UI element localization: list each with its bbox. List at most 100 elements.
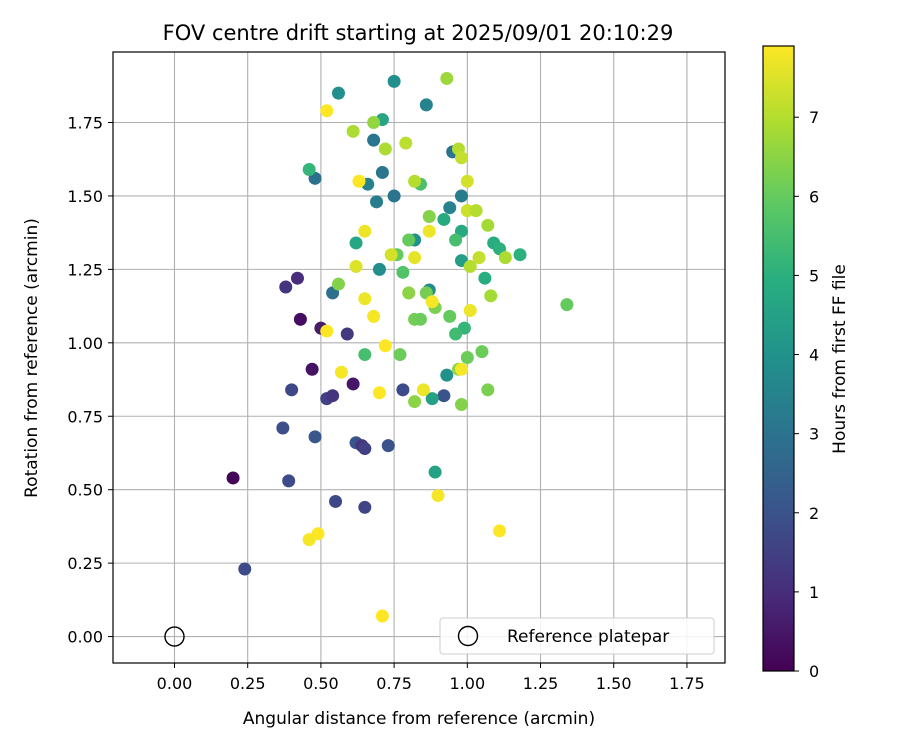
chart-title: FOV centre drift starting at 2025/09/01 … xyxy=(163,21,674,45)
data-point xyxy=(481,218,495,232)
data-point xyxy=(513,248,527,262)
data-point xyxy=(408,251,422,265)
data-point xyxy=(481,383,495,397)
data-point xyxy=(346,124,360,138)
data-point xyxy=(440,368,454,382)
x-tick-label: 1.75 xyxy=(669,674,705,693)
x-tick-label: 0.25 xyxy=(230,674,266,693)
data-point xyxy=(311,527,325,541)
data-point xyxy=(425,392,439,406)
data-point xyxy=(308,430,322,444)
colorbar-tick-label: 6 xyxy=(809,187,819,206)
data-point xyxy=(326,389,340,403)
data-point xyxy=(276,421,290,435)
data-point xyxy=(498,251,512,265)
data-point xyxy=(493,524,507,538)
data-point xyxy=(358,442,372,456)
data-point xyxy=(329,494,343,508)
data-point xyxy=(472,251,486,265)
data-point xyxy=(293,312,307,326)
colorbar-frame xyxy=(762,45,795,672)
data-point xyxy=(408,395,422,409)
grid xyxy=(113,52,725,663)
data-point xyxy=(440,71,454,85)
data-point xyxy=(437,389,451,403)
data-point xyxy=(478,271,492,285)
data-points xyxy=(164,71,574,647)
data-point xyxy=(408,174,422,188)
data-point xyxy=(454,362,468,376)
plot-frame xyxy=(112,51,726,664)
colorbar-gradient xyxy=(763,46,794,671)
data-point xyxy=(416,383,430,397)
data-point xyxy=(302,163,316,176)
y-tick-label: 0.75 xyxy=(67,407,103,426)
y-axis-label: Rotation from reference (arcmin) xyxy=(22,218,42,498)
y-tick-label: 0.00 xyxy=(67,628,103,647)
data-point xyxy=(402,233,416,247)
data-point xyxy=(358,500,372,514)
data-point xyxy=(358,348,372,362)
data-point xyxy=(454,151,468,165)
data-point xyxy=(358,292,372,306)
data-point xyxy=(387,189,401,203)
data-point xyxy=(560,298,574,312)
y-tick-label: 1.00 xyxy=(67,334,103,353)
data-point xyxy=(428,465,442,479)
data-point xyxy=(381,439,395,453)
y-axis-ticks: 0.00 0.25 0.50 0.75 1.00 1.25 1.50 1.75 xyxy=(67,114,113,647)
legend-box xyxy=(439,617,715,655)
data-point xyxy=(463,259,477,273)
x-tick-label: 1.00 xyxy=(450,674,486,693)
data-point xyxy=(367,309,381,323)
data-point xyxy=(396,265,410,279)
y-tick-label: 1.75 xyxy=(67,114,103,133)
y-tick-label: 1.50 xyxy=(67,187,103,206)
data-point xyxy=(396,383,410,397)
data-point xyxy=(282,474,296,488)
data-point xyxy=(370,195,384,209)
data-point xyxy=(419,98,433,112)
legend-marker-icon xyxy=(457,625,479,647)
colorbar-tick-label: 4 xyxy=(809,346,819,365)
data-point xyxy=(320,324,334,338)
colorbar-tick-label: 1 xyxy=(809,583,819,602)
data-point xyxy=(334,365,348,379)
legend: Reference platepar xyxy=(439,617,715,655)
reference-marker xyxy=(164,626,185,647)
y-tick-label: 0.50 xyxy=(67,481,103,500)
data-point xyxy=(378,142,392,156)
data-point xyxy=(475,345,489,359)
data-point xyxy=(393,348,407,362)
data-point xyxy=(460,174,474,188)
data-point xyxy=(226,471,240,485)
data-point xyxy=(352,174,366,188)
data-point xyxy=(367,116,381,129)
data-point xyxy=(305,362,319,376)
data-point xyxy=(320,104,334,118)
data-point xyxy=(290,271,304,285)
data-point xyxy=(384,248,398,262)
colorbar-tick-label: 5 xyxy=(809,266,819,285)
data-point xyxy=(375,165,389,179)
data-point xyxy=(449,327,463,341)
data-point xyxy=(463,304,477,317)
colorbar-tick-label: 2 xyxy=(809,504,819,523)
data-point xyxy=(367,133,381,147)
y-tick-label: 0.25 xyxy=(67,554,103,573)
colorbar-tick-label: 7 xyxy=(809,108,819,127)
x-axis-ticks: 0.00 0.25 0.50 0.75 1.00 1.25 1.50 1.75 xyxy=(157,663,705,693)
data-point xyxy=(358,224,372,238)
data-point xyxy=(349,236,363,250)
colorbar: 0 1 2 3 4 5 6 7 Hours from first FF file xyxy=(762,45,850,681)
data-point xyxy=(484,289,498,303)
data-point xyxy=(413,312,427,326)
data-point xyxy=(399,136,413,150)
y-tick-label: 1.25 xyxy=(67,260,103,279)
x-tick-label: 0.00 xyxy=(157,674,193,693)
colorbar-tick-label: 0 xyxy=(809,662,819,681)
colorbar-tick-label: 3 xyxy=(809,425,819,444)
data-point xyxy=(422,210,436,223)
data-point xyxy=(431,489,445,503)
